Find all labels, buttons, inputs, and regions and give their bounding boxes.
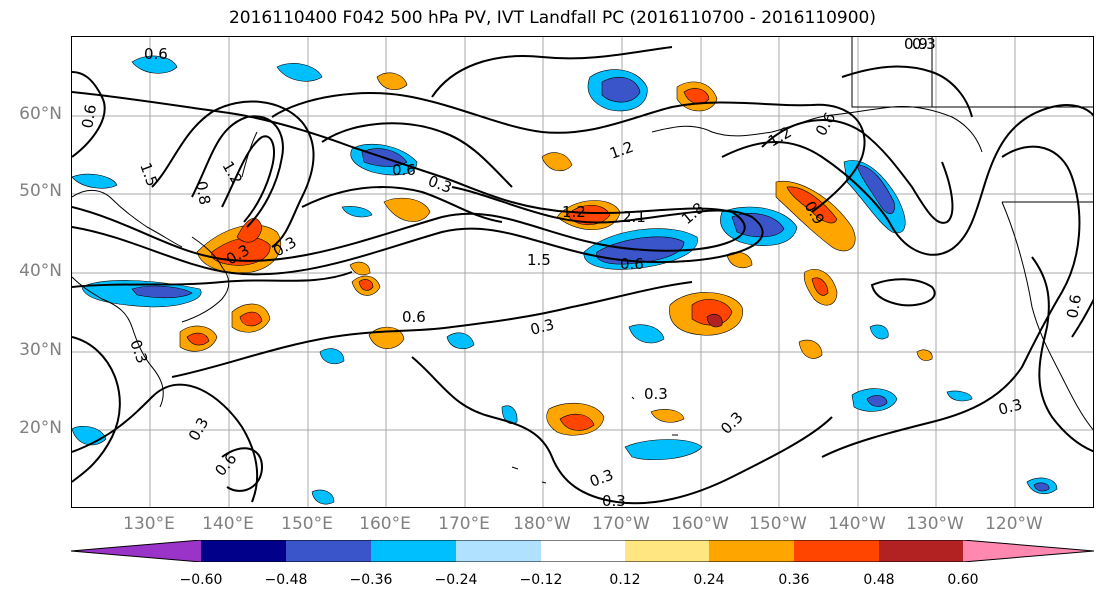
contour-label: 0.3 <box>717 408 747 438</box>
lat-label: 60°N <box>19 104 62 124</box>
colorbar-tick: 0.24 <box>693 572 725 588</box>
contour-label: 0.3 <box>185 414 213 444</box>
positive-anomaly <box>798 339 823 359</box>
lat-label: 30°N <box>19 340 62 360</box>
negative-anomaly <box>446 332 475 350</box>
lon-label: 150°W <box>749 514 807 534</box>
lon-label: 140°E <box>202 514 254 534</box>
colorbar-segment <box>794 540 879 562</box>
map-canvas: 0.6 0.6 1.5 0.8 1.2 0.6 0.3 1.2 1.2 0.6 … <box>72 37 1093 508</box>
lon-label: 160°E <box>359 514 411 534</box>
lon-label: 130°W <box>906 514 964 534</box>
colorbar-graphic <box>70 539 1095 563</box>
lon-label: 120°W <box>985 514 1043 534</box>
contour-label: 0.6 <box>620 255 644 273</box>
colorbar-segment <box>201 540 286 562</box>
colorbar-tick: 0.12 <box>609 572 641 588</box>
contour-label: 1.2 <box>607 138 636 163</box>
contour-label: 0.3 <box>644 385 668 403</box>
contour-label: 0.6 <box>211 450 240 480</box>
contour-label: 0.3 <box>426 172 455 197</box>
negative-anomaly <box>341 206 373 218</box>
contour-label: 0.3 <box>996 395 1024 419</box>
contour-label: 0.3 <box>587 466 616 491</box>
contour-label: 0.6 <box>1063 293 1085 320</box>
contour-label: 1.5 <box>136 160 161 189</box>
negative-anomaly <box>628 324 665 344</box>
contour-label: 1.5 <box>527 251 551 269</box>
colorbar-tick: −0.36 <box>349 572 393 588</box>
positive-anomaly <box>541 152 573 172</box>
negative-anomaly <box>624 439 703 461</box>
colorbar-segment <box>709 540 794 562</box>
negative-anomaly <box>319 348 345 364</box>
contour-label: 0.6 <box>144 45 168 63</box>
colorbar-segment <box>963 540 1094 562</box>
colorbar-tick: −0.12 <box>519 572 563 588</box>
colorbar-tick: −0.60 <box>179 572 223 588</box>
contour-label: 0.6 <box>392 161 416 179</box>
contour-label: 0.6 <box>78 103 100 130</box>
contour-label: 0.3 <box>528 315 556 339</box>
negative-anomaly <box>501 405 518 425</box>
colorbar-tick: 0.60 <box>947 572 979 588</box>
negative-anomaly <box>72 426 107 446</box>
positive-anomaly <box>916 349 933 361</box>
contour-label: 0.6 <box>402 308 426 326</box>
contour-label: 1.2 <box>219 158 247 188</box>
colorbar-tick: 0.36 <box>778 572 810 588</box>
pv-contours <box>72 46 1093 505</box>
colorbar-segment <box>371 540 456 562</box>
colorbar-segment <box>879 540 963 562</box>
negative-anomaly <box>946 390 973 402</box>
lon-label: 170°W <box>592 514 650 534</box>
positive-anomaly <box>349 261 371 276</box>
positive-anomaly <box>376 72 408 90</box>
contour-label: 0.8 <box>192 180 214 207</box>
contour-label: 1.2 <box>562 203 586 221</box>
colorbar-tick: −0.24 <box>434 572 478 588</box>
contour-label: 2.1 <box>622 208 646 226</box>
colorbar-segment <box>71 540 201 562</box>
lon-label: 140°W <box>828 514 886 534</box>
lat-label: 40°N <box>19 261 62 281</box>
positive-anomaly <box>383 197 431 222</box>
negative-anomaly <box>869 324 889 340</box>
lon-label: 130°E <box>123 514 175 534</box>
lat-label: 20°N <box>19 418 62 438</box>
contour-label: 0.6 <box>812 109 840 139</box>
negative-anomaly <box>311 489 335 505</box>
lon-label: 170°E <box>438 514 490 534</box>
negative-anomaly <box>131 55 178 74</box>
coastlines <box>72 37 1093 484</box>
colorbar-segment <box>456 540 541 562</box>
colorbar-segment <box>286 540 371 562</box>
contour-label: 0.3 <box>912 37 936 53</box>
map-panel: 0.6 0.6 1.5 0.8 1.2 0.6 0.3 1.2 1.2 0.6 … <box>71 36 1094 508</box>
negative-anomaly <box>72 173 118 189</box>
lat-label: 50°N <box>19 181 62 201</box>
lon-label: 160°W <box>671 514 729 534</box>
contour-label: 0.9 <box>904 37 928 53</box>
contour-label: 1.8 <box>678 199 708 228</box>
positive-anomaly <box>650 409 685 423</box>
colorbar <box>70 539 1095 563</box>
contour-label: 0.3 <box>602 492 626 508</box>
colorbar-tick: 0.48 <box>863 572 895 588</box>
negative-anomaly <box>276 63 323 82</box>
lon-label: 180°W <box>513 514 571 534</box>
map-title: 2016110400 F042 500 hPa PV, IVT Landfall… <box>228 8 876 28</box>
colorbar-tick: −0.48 <box>264 572 308 588</box>
colorbar-segment <box>541 540 625 562</box>
colorbar-segment <box>625 540 709 562</box>
lon-label: 150°E <box>281 514 333 534</box>
